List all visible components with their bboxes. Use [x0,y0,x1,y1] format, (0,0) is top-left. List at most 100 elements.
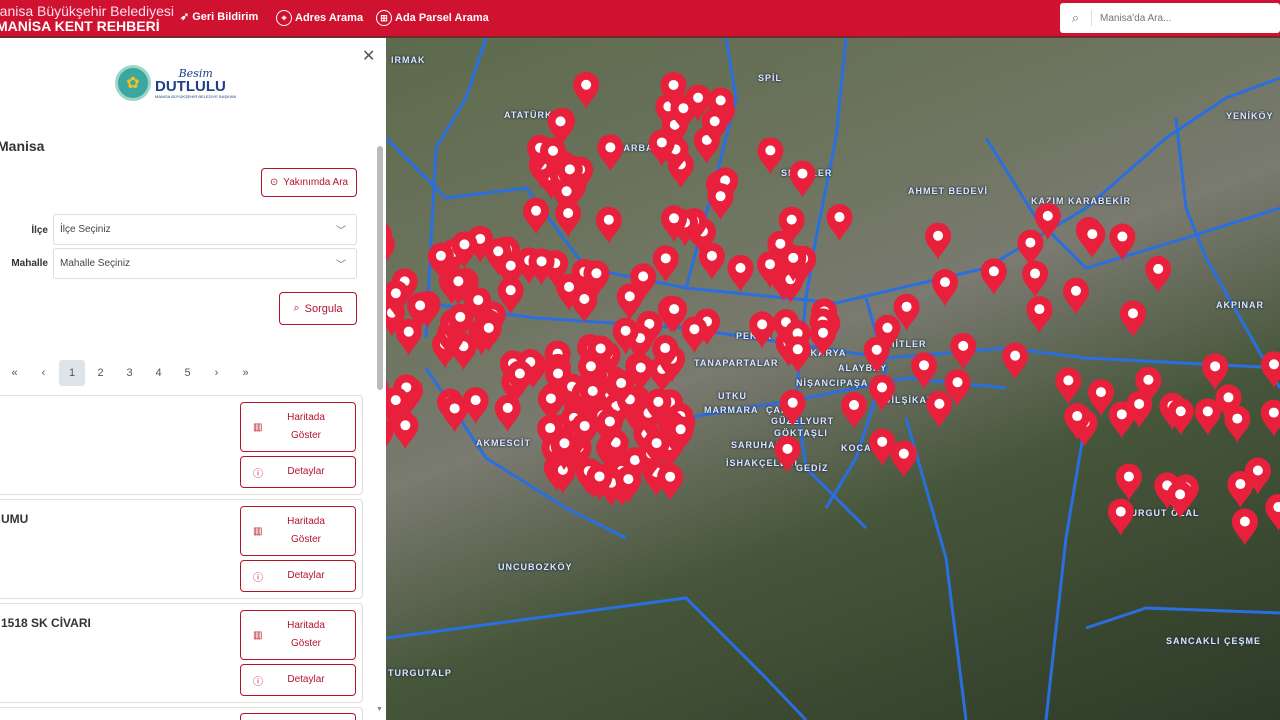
map-marker-icon[interactable] [392,412,419,450]
map-marker-icon[interactable] [447,303,474,341]
map-marker-icon[interactable] [890,440,917,478]
map-marker-icon[interactable] [475,314,502,352]
map-marker-icon[interactable] [1079,221,1106,259]
map-marker-icon[interactable] [681,316,708,354]
map-marker-icon[interactable] [545,360,572,398]
map-marker-icon[interactable] [1119,300,1146,338]
query-button[interactable]: ⌕ Sorgula [279,292,357,325]
show-on-map-button[interactable]: ▥ Haritada Göster [240,402,356,452]
nav-parcel-search[interactable]: ⊞ Ada Parsel Arama [376,10,489,26]
map-marker-icon[interactable] [579,377,606,415]
map-marker-icon[interactable] [540,137,567,175]
map-marker-icon[interactable] [571,412,598,450]
map-marker-icon[interactable] [944,369,971,407]
map-marker-icon[interactable] [573,71,600,109]
scroll-down-icon[interactable]: ▼ [376,706,383,713]
map-marker-icon[interactable] [583,260,610,298]
map-marker-icon[interactable] [616,283,643,321]
map-marker-icon[interactable] [1194,398,1221,436]
map-marker-icon[interactable] [1135,366,1162,404]
app-title[interactable]: MANİSA KENT REHBERİ [0,18,160,34]
map-marker-icon[interactable] [780,244,807,282]
map-marker-icon[interactable] [810,319,837,357]
search-icon[interactable]: ⌕ [1060,10,1092,26]
map-marker-icon[interactable] [1002,342,1029,380]
ilce-select[interactable]: İlçe Seçiniz ﹀ [53,214,357,245]
map-marker-icon[interactable] [707,183,734,221]
map-marker-icon[interactable] [789,160,816,198]
map-marker-icon[interactable] [595,206,622,244]
map-marker-icon[interactable] [701,108,728,146]
details-button[interactable]: ⓘ Detaylar [240,664,356,696]
map-marker-icon[interactable] [893,293,920,331]
map-marker-icon[interactable] [757,137,784,175]
map-marker-icon[interactable] [749,311,776,349]
map-marker-icon[interactable] [596,408,623,446]
last-page-button[interactable]: » [242,367,249,379]
map-marker-icon[interactable] [556,156,583,194]
map-marker-icon[interactable] [643,430,670,468]
map-marker-icon[interactable] [556,273,583,311]
map-marker-icon[interactable] [627,354,654,392]
map-marker-icon[interactable] [841,392,868,430]
show-on-map-button[interactable]: ▥ Haritada Göster [240,610,356,660]
map-marker-icon[interactable] [657,463,684,501]
first-page-button[interactable]: « [11,367,18,379]
map-marker-icon[interactable] [778,206,805,244]
map-marker-icon[interactable] [1062,277,1089,315]
map-marker-icon[interactable] [630,263,657,301]
map-marker-icon[interactable] [1108,401,1135,439]
map-marker-icon[interactable] [727,254,754,292]
map-marker-icon[interactable] [386,221,392,258]
map-marker-icon[interactable] [1087,379,1114,417]
map-marker-icon[interactable] [386,418,394,455]
map-marker-icon[interactable] [612,317,639,355]
map-marker-icon[interactable] [494,394,521,432]
map-marker-icon[interactable] [551,430,578,468]
map-marker-icon[interactable] [661,296,688,334]
nearby-search-button[interactable]: ⊙ Yakınımda Ara [261,168,357,197]
page-button[interactable]: 3 [126,367,133,379]
map-marker-icon[interactable] [608,370,635,408]
map-marker-icon[interactable] [911,352,938,390]
map-marker-icon[interactable] [1265,493,1280,531]
map-marker-icon[interactable] [661,205,688,243]
map-marker-icon[interactable] [667,416,694,454]
map-marker-icon[interactable] [869,428,896,466]
map-marker-icon[interactable] [784,336,811,374]
map-marker-icon[interactable] [670,95,697,133]
map-marker-icon[interactable] [386,280,409,318]
map-marker-icon[interactable] [528,248,555,286]
map-marker-icon[interactable] [1260,399,1280,437]
nav-feedback[interactable]: ➶ Geri Bildirim [180,10,258,24]
map-marker-icon[interactable] [597,134,624,172]
map-marker-icon[interactable] [767,230,794,268]
map-marker-icon[interactable] [386,387,409,425]
map-marker-icon[interactable] [1215,384,1242,422]
map-marker-icon[interactable] [1167,398,1194,436]
map-marker-icon[interactable] [553,178,580,216]
map-marker-icon[interactable] [869,374,896,412]
map-marker-icon[interactable] [407,292,434,330]
map-marker-icon[interactable] [445,268,472,306]
map-marker-icon[interactable] [685,84,712,122]
nav-address-search[interactable]: ⌖ Adres Arama [276,10,363,26]
map-marker-icon[interactable] [465,287,492,325]
map-marker-icon[interactable] [1145,255,1172,293]
map-marker-icon[interactable] [648,129,675,167]
details-button[interactable]: ⓘ Detaylar [240,560,356,592]
map-marker-icon[interactable] [485,238,512,276]
map-marker-icon[interactable] [1055,367,1082,405]
map-marker-icon[interactable] [660,71,687,109]
map-marker-icon[interactable] [615,466,642,504]
map-marker-icon[interactable] [1034,202,1061,240]
map-marker-icon[interactable] [1227,471,1254,509]
map-marker-icon[interactable] [587,335,614,373]
map-marker-icon[interactable] [462,387,489,425]
map-marker-icon[interactable] [547,108,574,146]
details-button[interactable]: ⓘ Detaylar [240,456,356,488]
prev-page-button[interactable]: ‹ [41,367,46,379]
map-marker-icon[interactable] [950,332,977,370]
map-marker-icon[interactable] [652,245,679,283]
map-marker-icon[interactable] [1126,390,1153,428]
